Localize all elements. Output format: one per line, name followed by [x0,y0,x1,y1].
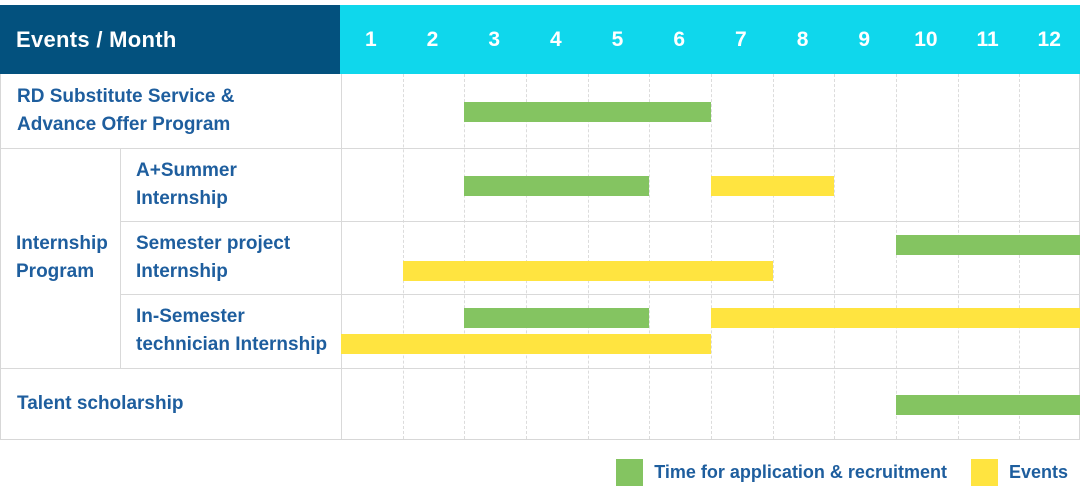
month-label: 9 [858,27,871,51]
group-label-line: Program [16,261,95,282]
application-bar [464,308,650,328]
row-label-line: Internship [136,260,228,282]
gantt-row-a-plus-summer: A+Summer Internship [1,148,1079,221]
month-gridline [402,74,404,439]
month-label: 11 [976,27,999,51]
gantt-row-in-semester-technician: In-Semester technician Internship [1,294,1080,368]
page-title: Events / Month [16,26,177,52]
month-gridline [649,74,651,439]
event-bar [711,308,1080,328]
application-color-swatch [616,459,644,486]
gantt-row-rd-substitute: RD Substitute Service & Advance Offer Pr… [1,74,1079,148]
month-gridline [1019,74,1021,439]
row-label-rd-substitute: RD Substitute Service & Advance Offer Pr… [1,74,341,148]
application-bar [464,102,711,122]
row-label-line: In-Semester [136,306,245,327]
legend-item-application: Time for application & recruitment [616,459,947,486]
timeline-in-semester-technician [341,294,1080,368]
month-label: 1 [364,27,377,51]
month-gridline [957,74,959,439]
month-label: 3 [488,27,501,51]
event-bar [402,261,773,281]
application-bar [896,395,1080,415]
timeline-a-plus-summer [341,148,1080,221]
row-label-line: Talent scholarship [17,393,184,414]
row-divider [121,294,1080,295]
events-month-header: Events / Month [0,5,340,74]
month-label: 5 [611,27,624,51]
row-divider [1,148,1079,149]
month-label: 8 [796,27,809,51]
month-header-row: 1 2 3 4 5 6 7 8 9 10 11 12 [340,5,1080,74]
row-label-line: Semester project [136,232,291,254]
label-timeline-divider [341,74,342,439]
legend-item-events: Events [970,459,1068,486]
row-label-line: A+Summer [136,159,237,181]
month-gridline [587,74,589,439]
row-label-line: RD Substitute Service & [17,86,235,107]
timeline-talent-scholarship [341,368,1080,440]
gantt-row-semester-project: Semester project Internship [1,221,1080,294]
application-bar [464,175,650,196]
row-label-talent-scholarship: Talent scholarship [1,368,341,440]
gantt-row-talent-scholarship: Talent scholarship [1,368,1080,440]
row-label-line: Internship [136,187,228,209]
row-label-line: Advance Offer Program [17,114,231,135]
event-bar [711,175,835,196]
month-label: 2 [426,27,439,51]
gantt-body: RD Substitute Service & Advance Offer Pr… [0,74,1080,440]
row-label-semester-project: Semester project Internship [121,221,341,294]
month-gridline [834,74,836,439]
row-divider [121,221,1080,222]
row-label-line: technician Internship [136,334,328,355]
month-label: 12 [1037,27,1061,51]
legend: Time for application & recruitment Event… [616,459,1068,486]
group-label-line: Internship [16,233,108,254]
row-label-a-plus-summer: A+Summer Internship [121,148,341,221]
month-label: 4 [550,27,562,51]
event-bar [341,334,711,354]
month-gridline [464,74,466,439]
month-label: 6 [673,27,686,51]
timeline-rd-substitute [341,74,1080,148]
application-bar [896,235,1080,255]
legend-label-application: Time for application & recruitment [654,462,947,482]
month-gridline [711,74,712,439]
month-label: 7 [735,27,747,51]
month-label: 10 [914,27,938,51]
legend-label-events: Events [1008,462,1068,482]
row-label-in-semester-technician: In-Semester technician Internship [121,294,341,368]
row-divider [1,368,1079,369]
month-gridline [772,74,774,439]
timeline-semester-project [341,221,1080,294]
month-gridline [526,74,527,439]
group-label-internship-program: Internship Program [1,148,121,368]
event-color-swatch [970,459,998,486]
month-gridline [896,74,897,439]
